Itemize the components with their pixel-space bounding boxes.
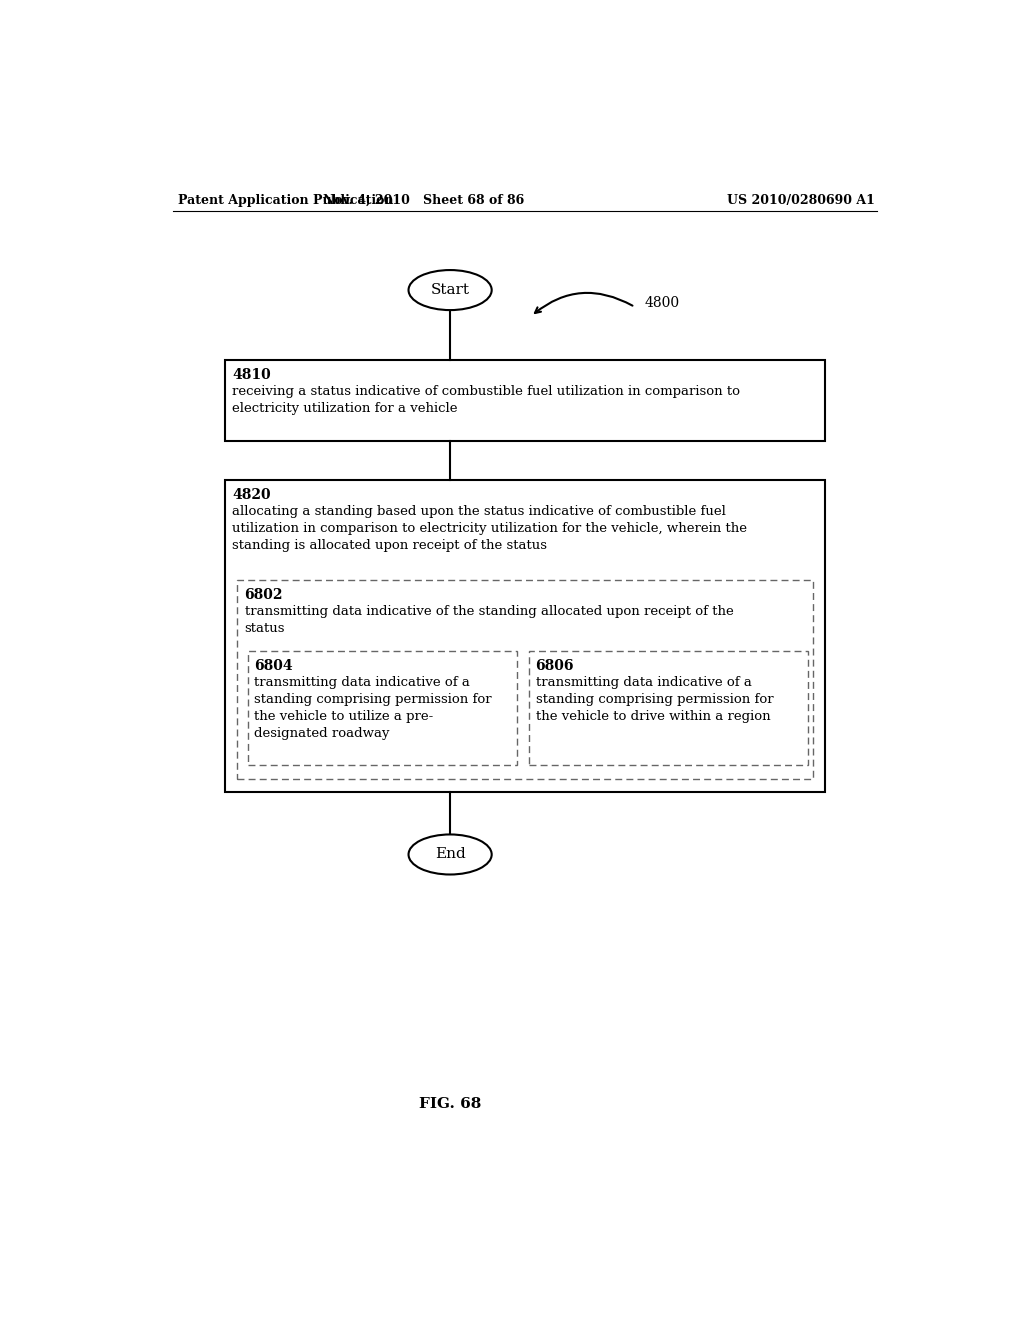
Bar xyxy=(237,581,813,779)
Text: US 2010/0280690 A1: US 2010/0280690 A1 xyxy=(726,194,874,207)
Text: 4800: 4800 xyxy=(645,296,680,310)
Bar xyxy=(224,360,825,441)
Text: Patent Application Publication: Patent Application Publication xyxy=(178,194,394,207)
Text: Start: Start xyxy=(431,282,470,297)
Text: 6806: 6806 xyxy=(536,659,574,673)
Text: 4810: 4810 xyxy=(232,368,271,381)
Text: allocating a standing based upon the status indicative of combustible fuel
utili: allocating a standing based upon the sta… xyxy=(232,506,748,552)
Bar xyxy=(224,480,825,792)
Text: End: End xyxy=(435,847,466,862)
Text: transmitting data indicative of a
standing comprising permission for
the vehicle: transmitting data indicative of a standi… xyxy=(254,676,492,739)
Text: transmitting data indicative of a
standing comprising permission for
the vehicle: transmitting data indicative of a standi… xyxy=(536,676,773,723)
Text: receiving a status indicative of combustible fuel utilization in comparison to
e: receiving a status indicative of combust… xyxy=(232,385,740,414)
Text: 6804: 6804 xyxy=(254,659,293,673)
Text: 4820: 4820 xyxy=(232,488,270,502)
Bar xyxy=(529,651,808,766)
Bar xyxy=(248,651,517,766)
Ellipse shape xyxy=(409,834,492,875)
Text: Nov. 4, 2010   Sheet 68 of 86: Nov. 4, 2010 Sheet 68 of 86 xyxy=(323,194,524,207)
Ellipse shape xyxy=(409,271,492,310)
Text: transmitting data indicative of the standing allocated upon receipt of the
statu: transmitting data indicative of the stan… xyxy=(245,605,733,635)
Text: FIG. 68: FIG. 68 xyxy=(419,1097,481,1111)
Text: 6802: 6802 xyxy=(245,589,283,602)
